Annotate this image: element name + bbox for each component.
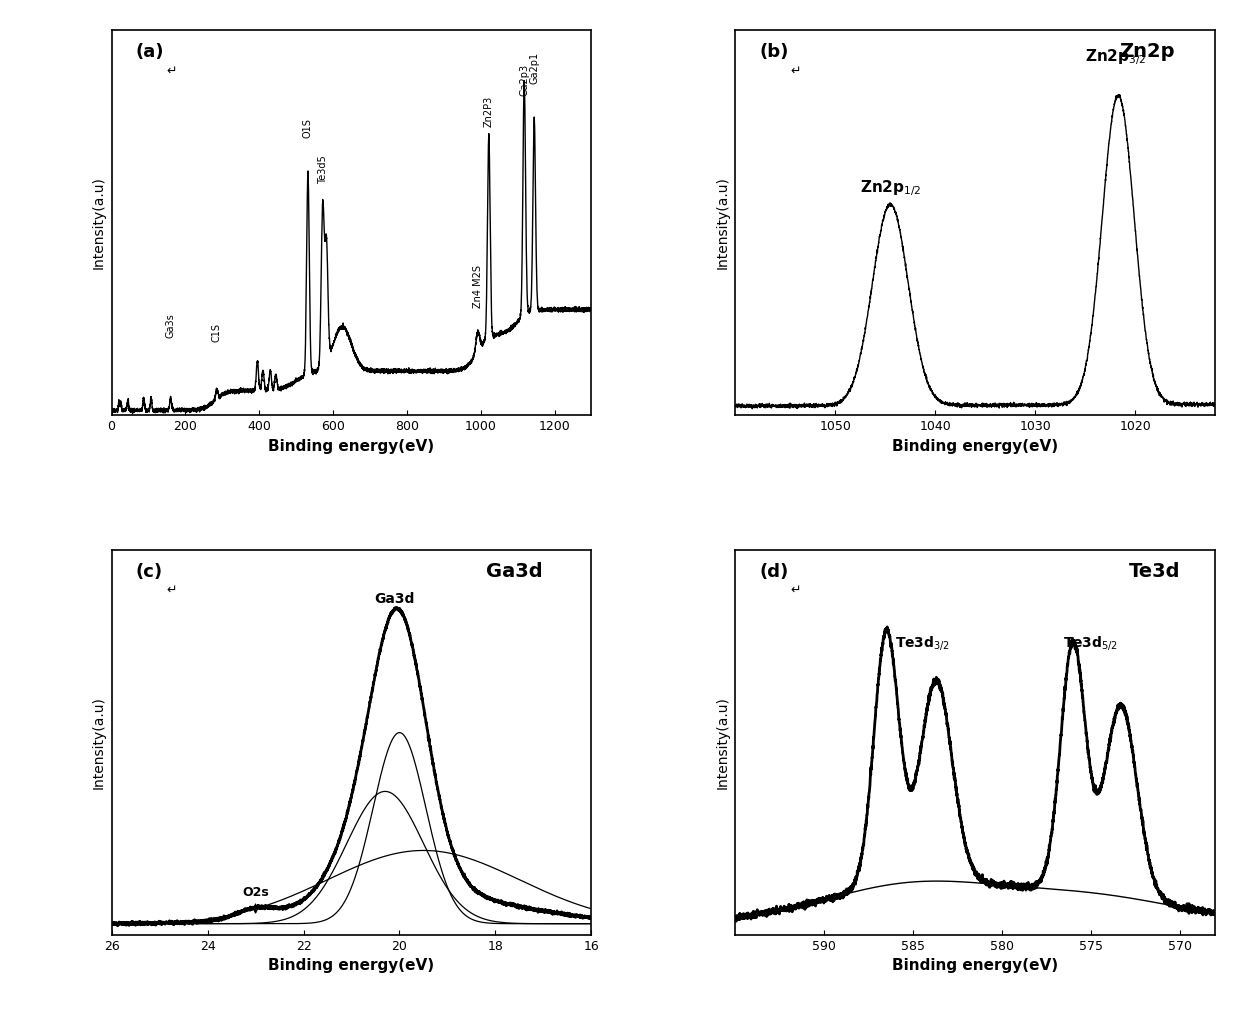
Text: (d): (d) — [759, 563, 789, 581]
Text: Zn2p: Zn2p — [1120, 43, 1174, 61]
Text: ↵: ↵ — [791, 584, 801, 597]
Y-axis label: Intensity(a.u): Intensity(a.u) — [715, 177, 730, 269]
Text: Te3d5: Te3d5 — [319, 155, 329, 184]
Text: C1S: C1S — [212, 323, 222, 342]
Text: ↵: ↵ — [791, 65, 801, 78]
X-axis label: Binding energy(eV): Binding energy(eV) — [268, 958, 434, 973]
Y-axis label: Intensity(a.u): Intensity(a.u) — [715, 696, 730, 788]
X-axis label: Binding energy(eV): Binding energy(eV) — [893, 958, 1059, 973]
Text: Ga3s: Ga3s — [166, 314, 176, 338]
Text: ↵: ↵ — [166, 584, 177, 597]
Text: Ga2p1: Ga2p1 — [529, 52, 539, 84]
Text: O2s: O2s — [242, 886, 269, 912]
Text: Zn2p$_{1/2}$: Zn2p$_{1/2}$ — [859, 178, 921, 198]
Text: Te3d: Te3d — [1128, 562, 1180, 581]
Text: Zn4 M2S: Zn4 M2S — [472, 264, 482, 308]
X-axis label: Binding energy(eV): Binding energy(eV) — [268, 439, 434, 454]
Text: O1S: O1S — [303, 118, 312, 138]
Text: Te3d$_{5/2}$: Te3d$_{5/2}$ — [1064, 634, 1118, 651]
Text: (c): (c) — [135, 563, 162, 581]
Text: Zn2P3: Zn2P3 — [484, 96, 494, 127]
Text: Te3d$_{3/2}$: Te3d$_{3/2}$ — [894, 634, 950, 651]
Y-axis label: Intensity(a.u): Intensity(a.u) — [92, 177, 107, 269]
Text: (a): (a) — [135, 44, 164, 61]
Text: Ga2p3: Ga2p3 — [520, 64, 529, 96]
Text: Ga3d: Ga3d — [486, 562, 542, 581]
Text: Ga3d: Ga3d — [374, 591, 415, 606]
Y-axis label: Intensity(a.u): Intensity(a.u) — [92, 696, 107, 788]
Text: Zn2p$_{3/2}$: Zn2p$_{3/2}$ — [1085, 47, 1146, 67]
Text: (b): (b) — [759, 44, 789, 61]
Text: ↵: ↵ — [166, 65, 177, 78]
X-axis label: Binding energy(eV): Binding energy(eV) — [893, 439, 1059, 454]
